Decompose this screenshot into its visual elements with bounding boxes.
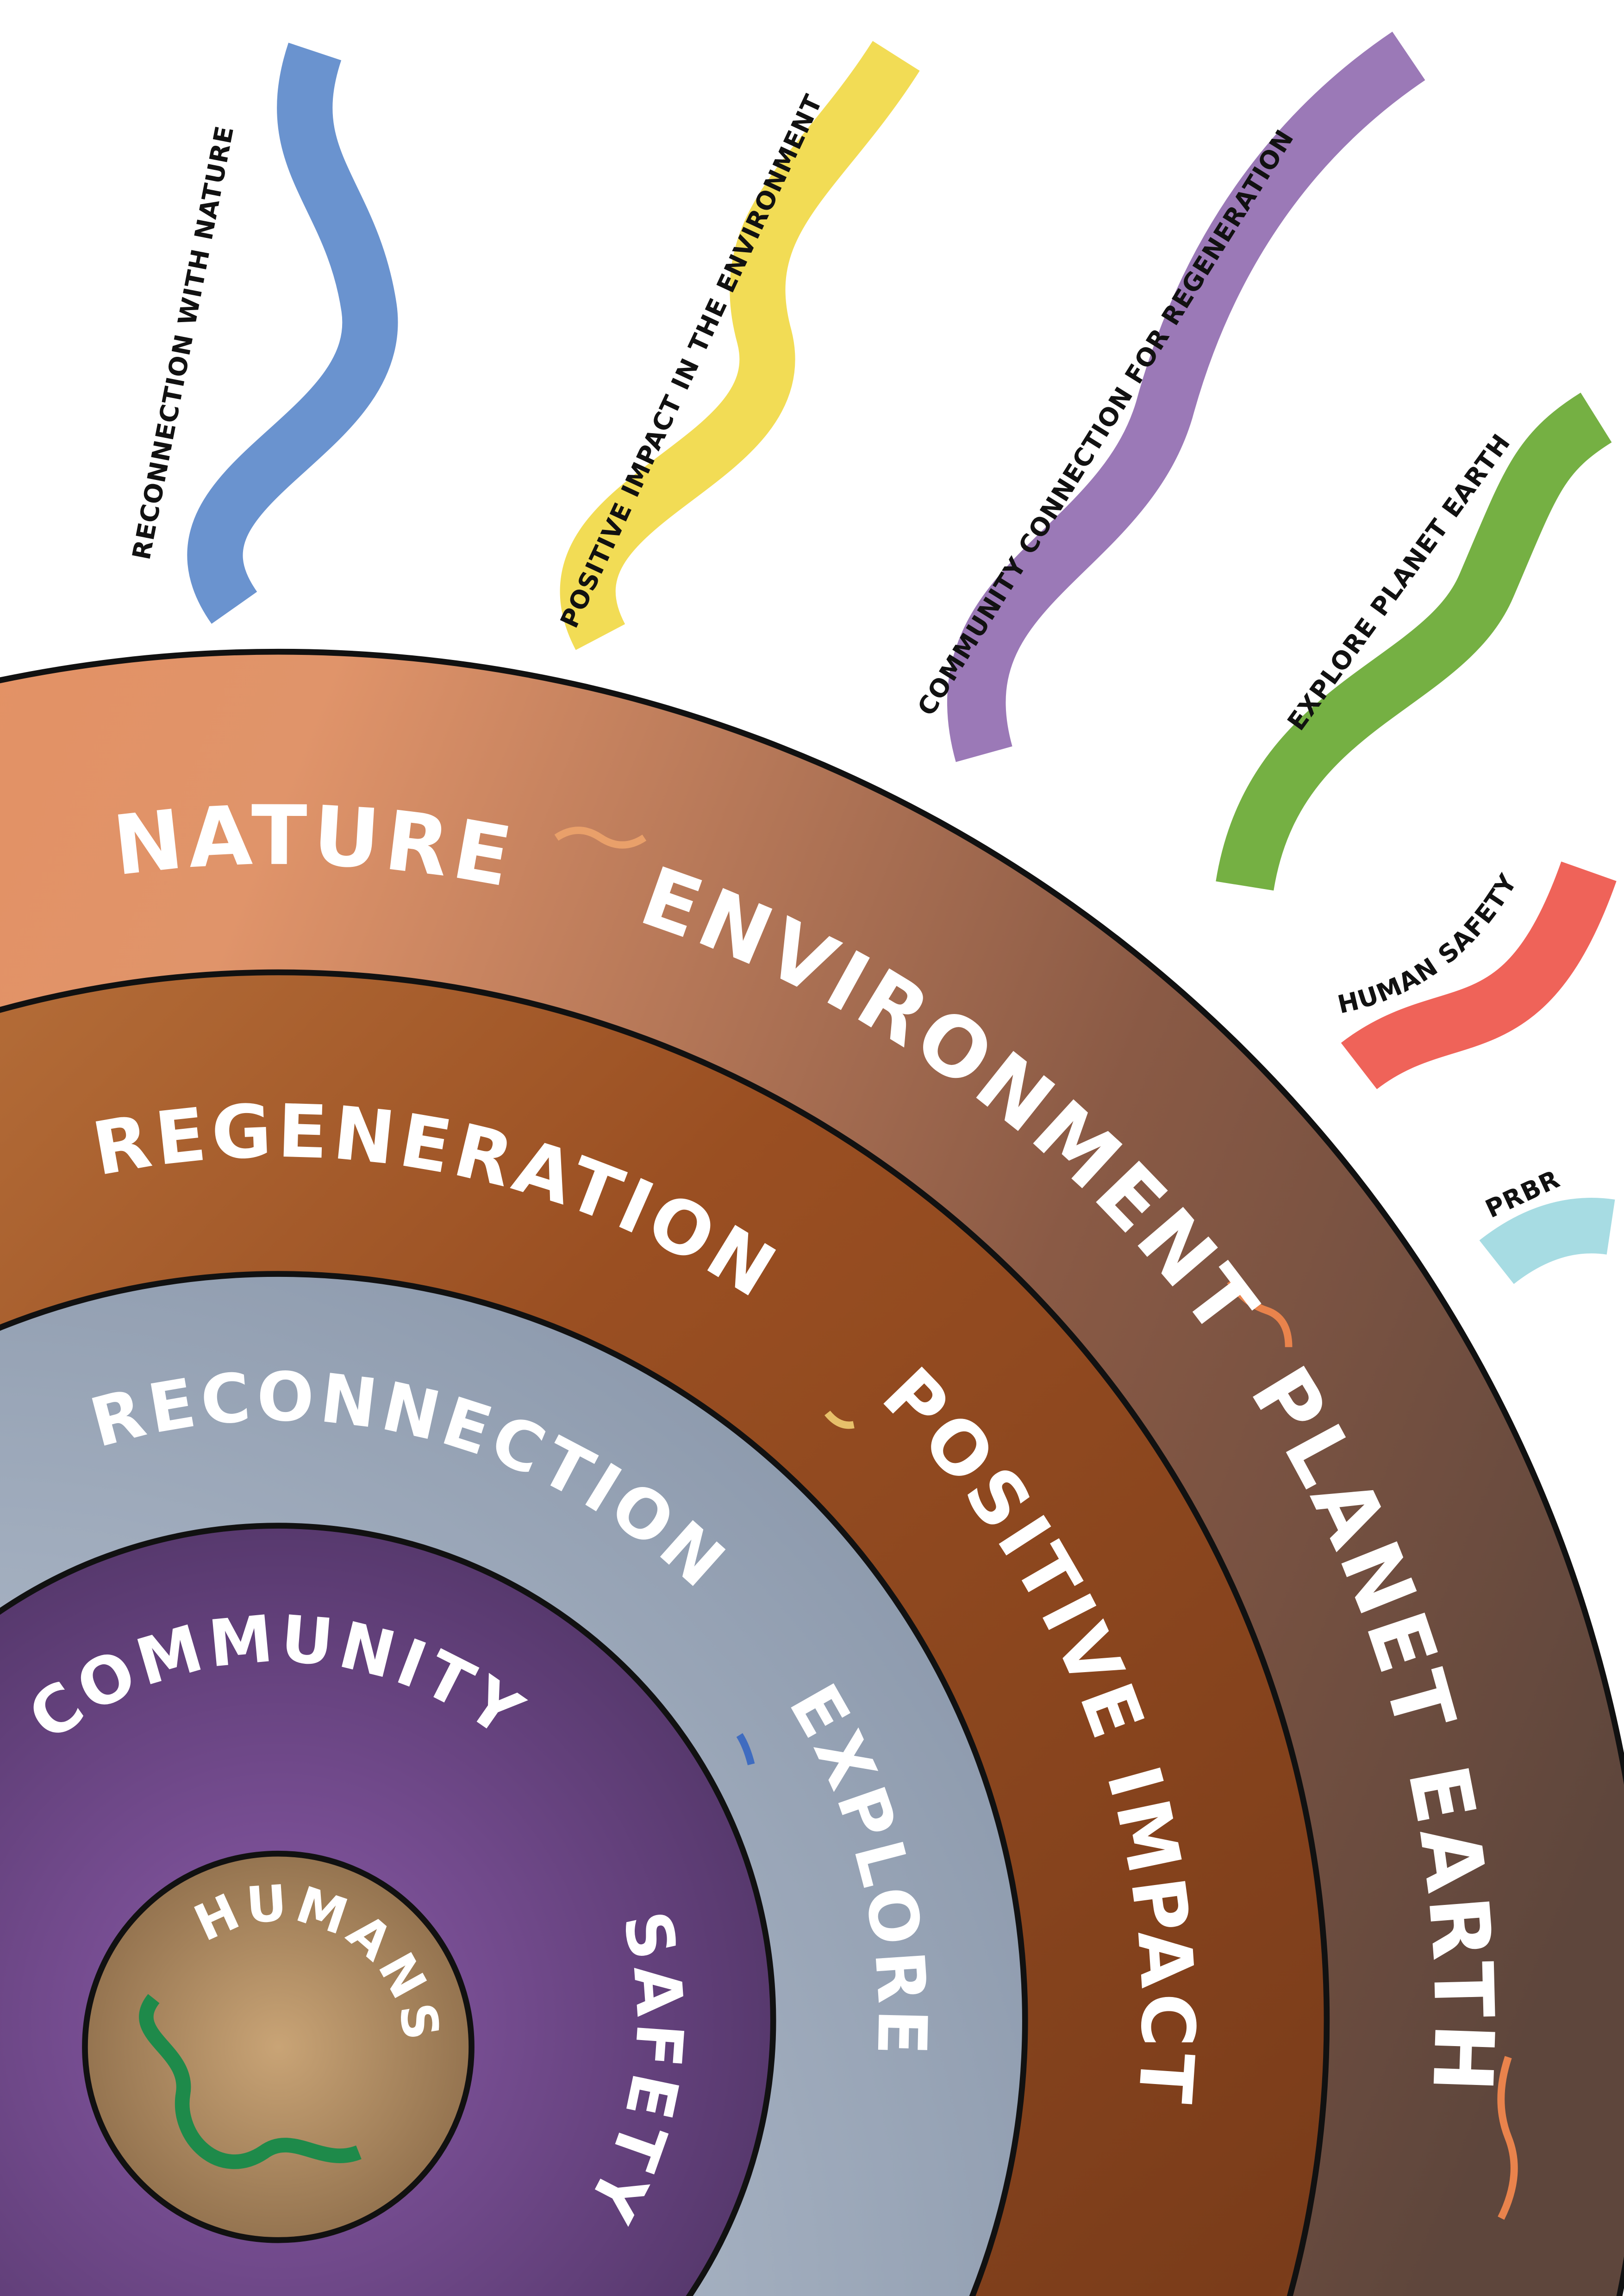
ribbon-red [1341,861,1617,1089]
ribbon-blue [187,43,398,624]
connectors [554,827,1518,2220]
rings [0,649,1624,2296]
ribbons [187,31,1617,1284]
connector [1227,1279,1293,1347]
connector [736,1733,755,1766]
ribbon-purple [947,31,1425,762]
connector [824,1410,855,1429]
connector [554,827,647,849]
ribbon-green [1216,392,1612,891]
ribbon-lightblue [1479,1198,1615,1284]
ring-center [82,1850,475,2243]
ribbon-yellow [560,41,920,650]
connector [1497,2056,1518,2220]
center-squiggle [139,1994,362,2169]
legend-label: COMMUNITY CONNECTION FOR REGENERATION [912,124,1299,721]
